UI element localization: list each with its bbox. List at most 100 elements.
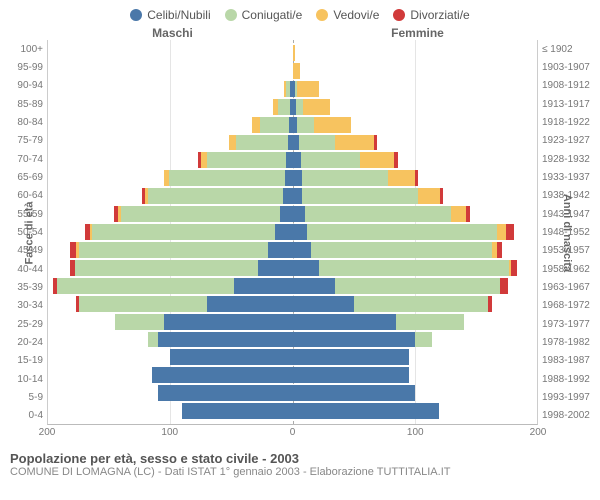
- x-tick: 200: [39, 427, 56, 438]
- bar-row: [48, 277, 537, 295]
- bar-segment: [252, 117, 259, 133]
- bar-segment: [293, 332, 415, 348]
- bar-row: [48, 134, 537, 152]
- bar-segment: [335, 135, 374, 151]
- bar-female: [293, 242, 600, 258]
- bar-segment: [360, 152, 394, 168]
- bar-female: [293, 81, 600, 97]
- bar-segment: [236, 135, 287, 151]
- bar-segment: [307, 224, 496, 240]
- footer: Popolazione per età, sesso e stato civil…: [0, 445, 600, 478]
- bar-segment: [415, 332, 432, 348]
- bar-female: [293, 260, 600, 276]
- bar-segment: [148, 188, 282, 204]
- legend-swatch: [316, 9, 328, 21]
- bar-female: [293, 278, 600, 294]
- bar-row: [48, 384, 537, 402]
- bar-row: [48, 259, 537, 277]
- bar-male: [0, 152, 293, 168]
- legend-label: Celibi/Nubili: [147, 8, 210, 22]
- bar-female: [293, 367, 600, 383]
- bar-female: [293, 332, 600, 348]
- bar-segment: [115, 314, 164, 330]
- bar-segment: [497, 224, 507, 240]
- bar-male: [0, 242, 293, 258]
- plot: [47, 40, 538, 425]
- bar-female: [293, 206, 600, 222]
- bar-segment: [121, 206, 280, 222]
- bar-male: [0, 403, 293, 419]
- legend-item: Divorziati/e: [393, 8, 469, 22]
- bar-segment: [229, 135, 236, 151]
- bar-segment: [488, 296, 492, 312]
- bar-segment: [293, 224, 308, 240]
- bar-segment: [466, 206, 470, 222]
- bar-segment: [293, 152, 302, 168]
- bar-segment: [75, 260, 258, 276]
- bar-row: [48, 44, 537, 62]
- bar-segment: [234, 278, 293, 294]
- bar-segment: [283, 188, 293, 204]
- bar-segment: [293, 260, 320, 276]
- bar-female: [293, 45, 600, 61]
- legend-item: Celibi/Nubili: [130, 8, 210, 22]
- bar-segment: [302, 170, 388, 186]
- bar-male: [0, 332, 293, 348]
- legend-swatch: [225, 9, 237, 21]
- bar-row: [48, 205, 537, 223]
- bar-segment: [293, 314, 397, 330]
- bar-segment: [311, 242, 492, 258]
- bar-male: [0, 188, 293, 204]
- bar-segment: [297, 117, 314, 133]
- x-axis: 2001000100200: [47, 425, 538, 445]
- bar-segment: [302, 188, 418, 204]
- legend-swatch: [393, 9, 405, 21]
- bar-segment: [79, 242, 268, 258]
- bar-male: [0, 260, 293, 276]
- bar-segment: [170, 349, 292, 365]
- bar-row: [48, 331, 537, 349]
- bar-segment: [303, 99, 330, 115]
- bar-segment: [293, 349, 409, 365]
- bar-segment: [354, 296, 488, 312]
- bar-segment: [293, 188, 303, 204]
- bar-row: [48, 241, 537, 259]
- bar-male: [0, 206, 293, 222]
- bar-female: [293, 403, 600, 419]
- bar-segment: [500, 278, 507, 294]
- bar-segment: [293, 278, 336, 294]
- bar-male: [0, 349, 293, 365]
- bar-row: [48, 348, 537, 366]
- bar-segment: [394, 152, 398, 168]
- header-female: Femmine: [295, 26, 600, 40]
- bar-segment: [388, 170, 415, 186]
- bar-male: [0, 367, 293, 383]
- bar-female: [293, 385, 600, 401]
- bar-segment: [275, 224, 292, 240]
- bar-row: [48, 223, 537, 241]
- bar-male: [0, 63, 293, 79]
- legend: Celibi/NubiliConiugati/eVedovi/eDivorzia…: [0, 0, 600, 26]
- footer-title: Popolazione per età, sesso e stato civil…: [10, 451, 590, 466]
- x-tick: 200: [530, 427, 547, 438]
- bar-female: [293, 188, 600, 204]
- x-tick: 0: [290, 427, 296, 438]
- bar-segment: [207, 152, 286, 168]
- bar-female: [293, 314, 600, 330]
- legend-swatch: [130, 9, 142, 21]
- bar-row: [48, 62, 537, 80]
- bar-female: [293, 349, 600, 365]
- bar-male: [0, 314, 293, 330]
- bar-female: [293, 135, 600, 151]
- bar-row: [48, 98, 537, 116]
- bar-male: [0, 117, 293, 133]
- x-tick: 100: [407, 427, 424, 438]
- bar-row: [48, 151, 537, 169]
- bar-row: [48, 313, 537, 331]
- bar-segment: [293, 206, 305, 222]
- bar-male: [0, 224, 293, 240]
- bar-segment: [280, 206, 292, 222]
- bar-segment: [319, 260, 508, 276]
- bar-segment: [260, 117, 289, 133]
- bar-row: [48, 402, 537, 420]
